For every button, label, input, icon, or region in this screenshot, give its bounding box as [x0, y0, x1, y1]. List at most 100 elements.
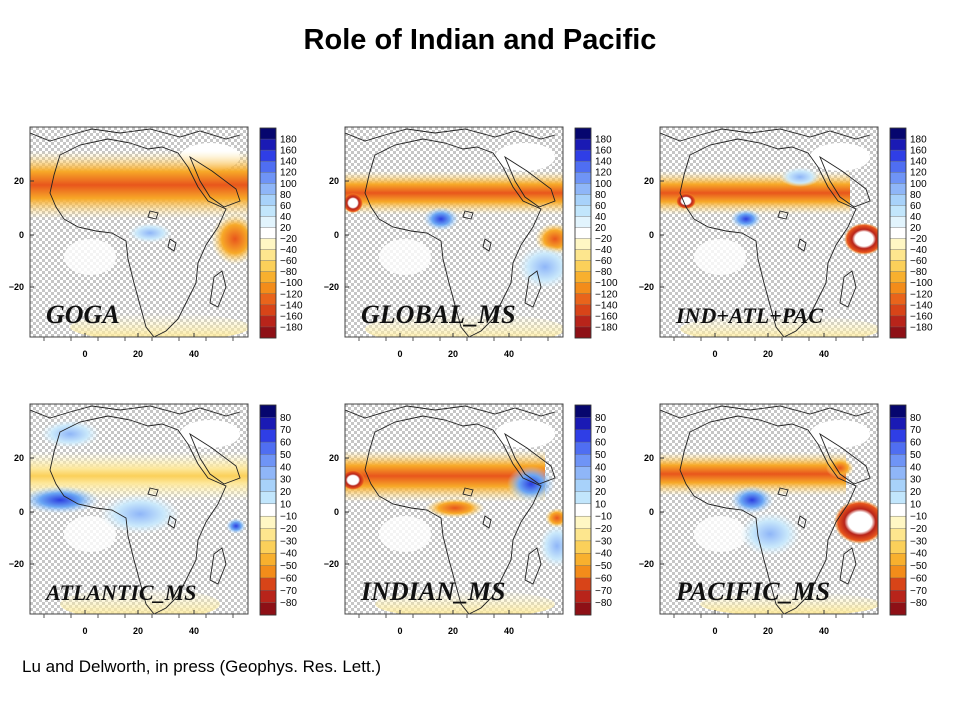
colorbar-tick-label: 120 — [280, 168, 297, 179]
colorbar-tick-label: −30 — [910, 536, 927, 547]
colorbar-swatch — [259, 404, 277, 418]
colorbar-swatch — [574, 260, 592, 273]
colorbar-tick-label: 80 — [280, 413, 292, 424]
anomaly-blob — [100, 494, 180, 534]
colorbar-swatch — [889, 227, 907, 240]
colorbar-swatch — [889, 404, 907, 418]
colorbar-swatch — [259, 205, 277, 217]
colorbar-tick-label: −50 — [595, 561, 612, 572]
colorbar-tick-label: 60 — [280, 201, 292, 212]
lon-tick-label: 40 — [504, 626, 514, 636]
colorbar-tick-label: 80 — [280, 190, 292, 201]
lon-tick-label: 20 — [763, 349, 773, 359]
colorbar-tick-label: −60 — [280, 256, 297, 267]
anomaly-blob — [211, 213, 248, 265]
lon-tick-label: 0 — [712, 626, 717, 636]
colorbar-tick-label: 180 — [595, 135, 612, 146]
colorbar-swatch — [574, 293, 592, 306]
colorbar-tick-label: 180 — [280, 135, 297, 146]
colorbar-tick-label: 20 — [910, 223, 922, 234]
colorbar-swatch — [574, 515, 592, 530]
colorbar-tick-label: 60 — [910, 438, 922, 449]
colorbar-swatch — [259, 149, 277, 162]
anomaly-blob — [375, 590, 555, 614]
colorbar-swatch — [574, 553, 592, 567]
colorbar-tick-label: 40 — [910, 212, 922, 223]
panel-label: ATLANTIC_MS — [44, 580, 196, 605]
colorbar-swatch — [259, 466, 277, 480]
map-frame — [659, 126, 879, 338]
colorbar-swatch — [259, 183, 277, 195]
anomaly-blob — [30, 486, 100, 514]
colorbar-tick-label: 30 — [595, 475, 607, 486]
lat-tick-label: 0 — [334, 507, 339, 517]
colorbar-tick-label: −160 — [280, 311, 303, 322]
colorbar-swatch — [889, 304, 907, 317]
colorbar-swatch — [889, 216, 907, 228]
colorbar-tick-label: −160 — [910, 311, 933, 322]
map-frame — [659, 403, 879, 615]
anomaly-blob — [423, 207, 459, 231]
colorbar-tick-label: 10 — [910, 499, 922, 510]
lat-tick-label: −20 — [639, 559, 654, 569]
colorbar-tick-label: −100 — [280, 278, 303, 289]
colorbar-swatch — [889, 441, 907, 455]
panel-label: PACIFIC_MS — [675, 577, 830, 606]
colorbar-swatch — [259, 127, 277, 140]
colorbar-tick-label: −20 — [595, 524, 612, 535]
colorbar-tick-label: −40 — [280, 549, 297, 560]
colorbar-tick-label: −40 — [910, 245, 927, 256]
panel-label: GOGA — [46, 300, 120, 329]
colorbar-swatch — [259, 304, 277, 317]
anomaly-blob — [425, 498, 485, 518]
colorbar-tick-label: −30 — [595, 536, 612, 547]
map-svg: 0 20 40200−20GLOBAL_MS18016014012010080604… — [324, 126, 618, 359]
lon-tick-label: 20 — [133, 626, 143, 636]
colorbar-swatch — [259, 553, 277, 567]
colorbar-tick-label: 20 — [595, 223, 607, 234]
colorbar-tick-label: 100 — [280, 179, 297, 190]
anomaly-blob — [128, 223, 172, 243]
map-svg: 0 20 40200−20GOGA18016014012010080604020−2… — [9, 126, 303, 359]
colorbar-swatch — [259, 478, 277, 492]
colorbar-swatch — [889, 149, 907, 162]
anomaly-blob — [834, 500, 878, 544]
colorbar-swatch — [889, 326, 907, 339]
colorbar-swatch — [259, 528, 277, 542]
lon-tick-label: 0 — [82, 349, 87, 359]
colorbar-tick-label: −50 — [910, 561, 927, 572]
colorbar-swatch — [889, 515, 907, 530]
colorbar-swatch — [574, 249, 592, 262]
colorbar-swatch — [889, 183, 907, 195]
colorbar-tick-label: −180 — [910, 322, 933, 333]
colorbar-swatch — [574, 194, 592, 206]
colorbar-tick-label: 50 — [910, 450, 922, 461]
colorbar-swatch — [889, 528, 907, 542]
map-panel-goga: 0 20 40 20 0 −20 GOGA 180 160 140 120 100 80 60 40 20 −2… — [9, 125, 330, 365]
anomaly-blob — [40, 420, 100, 448]
colorbar-swatch — [574, 315, 592, 328]
colorbar-swatch — [889, 238, 907, 251]
colorbar-swatch — [259, 227, 277, 240]
colorbar-swatch — [259, 577, 277, 591]
anomaly-blob — [780, 167, 820, 187]
colorbar-tick-label: 80 — [910, 190, 922, 201]
colorbar-tick-label: −10 — [595, 512, 612, 523]
lat-tick-label: 0 — [19, 230, 24, 240]
colorbar-tick-label: −140 — [280, 300, 303, 311]
anomaly-blob — [60, 588, 220, 614]
anomaly-blob — [365, 313, 563, 337]
colorbar-swatch — [259, 602, 277, 616]
map-frame — [29, 126, 249, 338]
colorbar-swatch — [259, 160, 277, 173]
colorbar-swatch — [574, 441, 592, 455]
colorbar-tick-label: 120 — [910, 168, 927, 179]
lon-tick-label: 40 — [189, 626, 199, 636]
colorbar-swatch — [574, 138, 592, 151]
map-panel-indian-ms: 0 20 40 20 0 −20 INDIAN_MS 80 70 60 50 40 30 20 10 −10−… — [324, 402, 645, 642]
colorbar-tick-label: 70 — [595, 425, 607, 436]
colorbar-swatch — [574, 326, 592, 339]
map-frame — [344, 126, 564, 338]
colorbar-swatch — [889, 478, 907, 492]
anomaly-blob — [70, 313, 248, 337]
